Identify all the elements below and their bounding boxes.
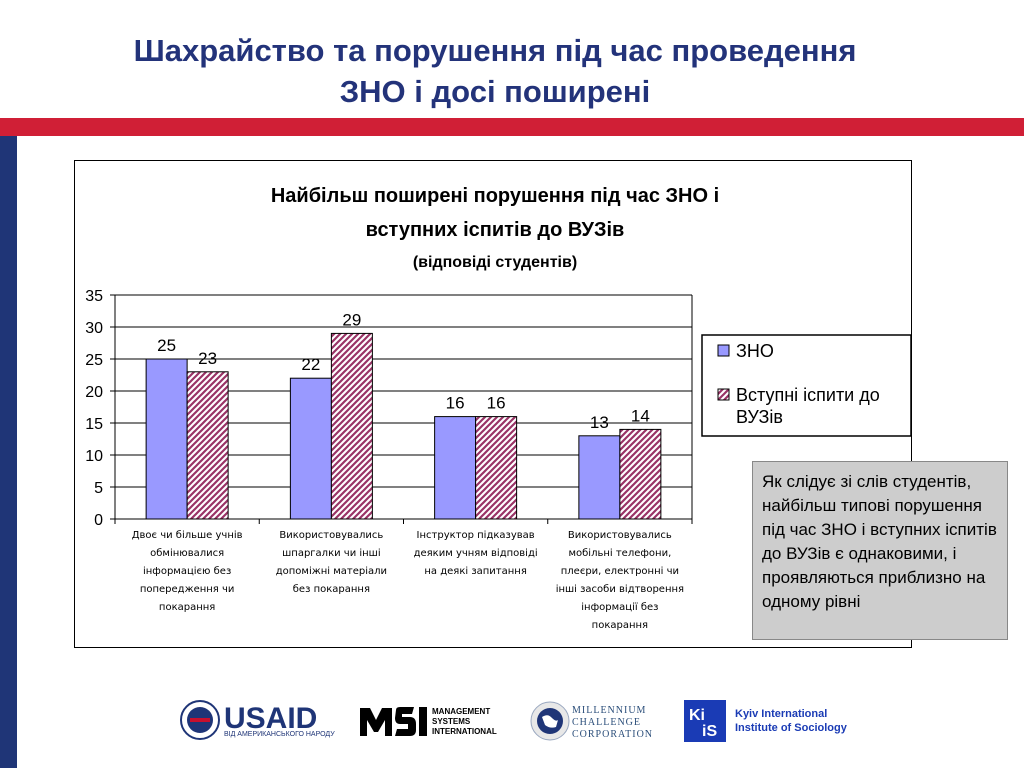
- bar-zno: [578, 435, 621, 520]
- svg-text:iS: iS: [702, 723, 717, 740]
- data-label: 29: [342, 310, 361, 329]
- x-category-label-line: плеєри, електронні чи: [561, 565, 679, 577]
- usaid-logo: USAID: [224, 702, 317, 734]
- x-category-label-line: шпаргалки чи інші: [282, 547, 381, 559]
- bar-chart: Найбільш поширені порушення під час ЗНО …: [85, 185, 912, 631]
- accent-band: [0, 118, 1024, 136]
- x-category-label-line: деяким учням відповіді: [414, 547, 538, 559]
- x-category-label-line: Двоє чи більше учнів: [132, 529, 243, 541]
- x-category-label-line: Інструктор підказував: [417, 529, 535, 541]
- bar-vuz: [475, 416, 518, 520]
- bar-zno: [145, 358, 188, 520]
- bar-vuz: [330, 332, 373, 520]
- x-category-label-line: обмінювалися: [150, 547, 224, 559]
- y-tick-label: 10: [85, 448, 103, 465]
- usaid-wordmark: USAID: [224, 702, 317, 734]
- svg-text:Ki: Ki: [689, 707, 705, 724]
- y-tick-label: 30: [85, 320, 103, 337]
- data-label: 22: [301, 355, 320, 374]
- msi-logo-icon: [360, 707, 427, 736]
- mcc-text: MILLENNIUM CHALLENGE CORPORATION: [572, 705, 654, 740]
- data-label: 16: [446, 394, 465, 413]
- legend-label-zno: ЗНО: [736, 341, 774, 361]
- x-category-label: Інструктор підказував деяким учням відпов…: [414, 529, 538, 577]
- chart-title-line2: вступних іспитів до ВУЗів: [366, 219, 625, 241]
- slide-title-line1: Шахрайство та порушення під час проведен…: [133, 33, 857, 68]
- usaid-subtitle: ВІД АМЕРИКАНСЬКОГО НАРОДУ: [224, 731, 335, 738]
- x-category-label-line: допоміжні матеріали: [276, 565, 387, 577]
- legend-label-line: Вступні іспити до: [736, 385, 880, 405]
- mcc-globe-icon: [530, 701, 570, 741]
- x-category-label-line: покарання: [592, 620, 648, 631]
- chart-subtitle: (відповіді студентів): [413, 254, 577, 271]
- slide-title-line2: ЗНО і досі поширені: [339, 74, 651, 109]
- x-category-label-line: без покарання: [293, 584, 370, 595]
- msi-text: MANAGEMENT SYSTEMS INTERNATIONAL: [432, 707, 497, 736]
- legend-box: [701, 334, 912, 437]
- x-category-label: Використовувались шпаргалки чи інші допомі…: [276, 530, 387, 595]
- x-category-label-line: попередження чи: [140, 584, 235, 595]
- slide-title: Шахрайство та порушення під час проведен…: [0, 30, 990, 112]
- bar-vuz: [619, 428, 662, 520]
- y-tick-label: 25: [85, 352, 103, 369]
- data-label: 14: [631, 406, 650, 425]
- x-category-label: Двоє чи більше учнів обмінювалися інформац…: [132, 529, 243, 613]
- y-tick-label: 20: [85, 384, 103, 401]
- logo-strip: USAID ВІД АМЕРИКАНСЬКОГО НАРОДУ MANAGEME…: [0, 690, 1024, 760]
- usaid-seal-icon: [180, 700, 220, 740]
- side-band: [0, 136, 17, 768]
- note-box: Як слідує зі слів студентів, найбільш ти…: [752, 461, 1008, 640]
- bar-vuz: [186, 371, 229, 520]
- y-tick-label: 35: [85, 288, 103, 305]
- chart-title-line1: Найбільш поширені порушення під час ЗНО …: [271, 185, 719, 207]
- x-category-label-line: мобільні телефони,: [568, 547, 671, 559]
- x-category-label-line: Використовувались: [279, 530, 383, 541]
- x-category-label: Використовувались мобільні телефони, плеєр…: [556, 530, 684, 631]
- bar-zno: [289, 377, 332, 520]
- x-category-label-line: покарання: [159, 602, 215, 613]
- x-category-label-line: інші засоби відтворення: [556, 583, 684, 595]
- bar-zno: [434, 416, 477, 520]
- legend-label-vuz: Вступні іспити до ВУЗів: [736, 385, 880, 427]
- x-category-label-line: інформації без: [581, 601, 658, 613]
- x-category-label-line: інформацією без: [143, 565, 231, 577]
- chart-frame: Найбільш поширені порушення під час ЗНО …: [74, 160, 912, 648]
- data-label: 13: [590, 413, 609, 432]
- legend-label-line: ВУЗів: [736, 407, 783, 427]
- y-tick-label: 0: [94, 512, 103, 529]
- y-tick-label: 5: [94, 480, 103, 497]
- x-category-label-line: на деякі запитання: [424, 565, 526, 577]
- kiis-logo-icon: Ki iS: [684, 700, 726, 742]
- legend-swatch-vuz: [717, 388, 730, 401]
- data-label: 25: [157, 336, 176, 355]
- data-label: 16: [487, 394, 506, 413]
- legend-swatch-zno: [717, 344, 730, 357]
- y-tick-label: 15: [85, 416, 103, 433]
- kiis-text: Kyiv International Institute of Sociolog…: [735, 708, 847, 734]
- x-category-label-line: Використовувались: [568, 530, 672, 541]
- data-label: 23: [198, 349, 217, 368]
